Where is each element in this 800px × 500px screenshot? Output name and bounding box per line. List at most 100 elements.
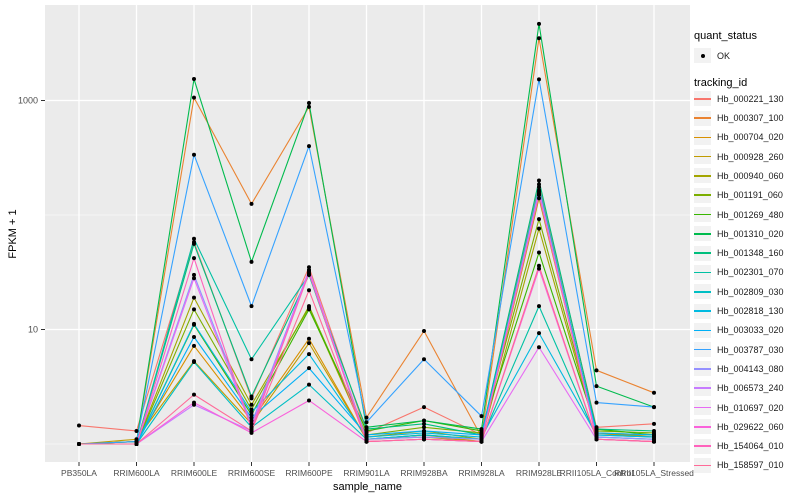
- legend-item-Hb_010697_020: Hb_010697_020: [694, 398, 800, 417]
- data-point: [537, 77, 541, 82]
- data-point: [364, 432, 369, 437]
- legend-item-Hb_003033_020: Hb_003033_020: [694, 321, 800, 340]
- x-tick-label: RRIM928LE: [516, 468, 563, 478]
- legend-item-label: Hb_003787_030: [717, 344, 784, 355]
- x-tick-label: RRII105LA_Control: [560, 468, 634, 478]
- data-point: [652, 421, 656, 426]
- legend-item-Hb_029622_060: Hb_029622_060: [694, 417, 800, 436]
- legend-title-tracking-id: tracking_id: [694, 77, 748, 89]
- legend-item-label: Hb_158597_010: [717, 460, 784, 471]
- x-tick-label: RRIM928LA: [458, 468, 505, 478]
- legend-line-swatch: [694, 290, 711, 293]
- legend-item-label: Hb_001310_020: [717, 228, 784, 239]
- legend-line-swatch: [694, 426, 711, 428]
- data-point: [249, 259, 254, 264]
- panel-background: [45, 5, 690, 462]
- data-point: [307, 366, 311, 371]
- data-point: [307, 398, 311, 403]
- data-point: [192, 334, 196, 339]
- data-point: [537, 185, 541, 190]
- data-point: [537, 36, 541, 41]
- data-point: [249, 402, 254, 407]
- data-point: [537, 196, 541, 201]
- data-point: [192, 276, 196, 281]
- data-point: [307, 382, 311, 387]
- data-point: [537, 217, 541, 222]
- legend-key-box: [694, 457, 711, 473]
- data-point: [192, 360, 196, 365]
- ok-point-icon: [700, 53, 705, 58]
- data-point: [249, 201, 254, 206]
- data-point: [537, 182, 541, 187]
- data-point: [537, 263, 541, 268]
- legend-key-box: [694, 207, 711, 223]
- legend-item-Hb_001269_480: Hb_001269_480: [694, 205, 800, 224]
- data-point: [422, 428, 426, 433]
- data-point: [537, 250, 541, 255]
- data-point: [307, 101, 311, 106]
- data-point: [77, 423, 81, 428]
- legend-line-swatch: [694, 252, 711, 254]
- legend-item-label: Hb_001269_480: [717, 209, 784, 220]
- legend-line-swatch: [694, 155, 711, 158]
- legend-item-Hb_000928_260: Hb_000928_260: [694, 147, 800, 166]
- data-point: [192, 307, 196, 312]
- data-point: [479, 439, 484, 444]
- data-point: [537, 345, 541, 350]
- legend-item-label: Hb_002301_070: [717, 267, 784, 278]
- legend-item-Hb_006573_240: Hb_006573_240: [694, 379, 800, 398]
- x-tick-label: PB350LA: [61, 468, 97, 478]
- x-tick-label: RRIM600SE: [228, 468, 276, 478]
- legend-line-swatch: [694, 310, 711, 312]
- legend-item-label: Hb_001191_060: [717, 190, 783, 201]
- data-point: [479, 427, 484, 432]
- x-tick-label: RRIM928BA: [400, 468, 448, 478]
- data-point: [537, 192, 541, 197]
- data-point: [192, 77, 196, 82]
- data-point: [537, 266, 541, 271]
- data-point: [537, 304, 541, 309]
- data-point: [652, 428, 656, 433]
- legend-line-swatch: [694, 194, 711, 197]
- legend-key-box: [694, 226, 711, 242]
- data-point: [652, 439, 656, 444]
- legend-key-box: [694, 419, 711, 435]
- legend-item-Hb_000307_100: Hb_000307_100: [694, 109, 800, 128]
- legend-item-label: Hb_003033_020: [717, 325, 784, 336]
- legend-key-box: [694, 303, 711, 319]
- data-point: [249, 421, 254, 426]
- legend-item-Hb_158597_010: Hb_158597_010: [694, 456, 800, 475]
- legend-item-label: Hb_004143_080: [717, 363, 784, 374]
- data-point: [192, 321, 196, 326]
- legend-line-swatch: [694, 464, 711, 467]
- legend-item-Hb_002809_030: Hb_002809_030: [694, 282, 800, 301]
- data-point: [192, 272, 196, 277]
- legend-key-box: [694, 400, 711, 416]
- legend-item-Hb_001191_060: Hb_001191_060: [694, 186, 800, 205]
- legend-key-box: [694, 245, 711, 261]
- legend-item-Hb_004143_080: Hb_004143_080: [694, 359, 800, 378]
- legend-line-swatch: [694, 387, 711, 390]
- legend-item-label: Hb_002818_130: [717, 306, 784, 317]
- data-point: [652, 405, 656, 410]
- legend-line-swatch: [694, 271, 711, 274]
- data-point: [192, 152, 196, 157]
- data-point: [249, 304, 254, 309]
- data-point: [422, 329, 426, 334]
- legend-key-box: [694, 149, 711, 165]
- legend-key-box: [694, 322, 711, 338]
- legend-item-label: Hb_000704_020: [717, 132, 784, 143]
- data-point: [249, 410, 254, 415]
- data-point: [77, 442, 81, 446]
- legend-item-label: Hb_001348_160: [717, 248, 784, 259]
- legend-item-ok: OK: [694, 46, 800, 65]
- data-point: [594, 427, 599, 432]
- x-tick-label: RRII105LA_Stressed: [614, 468, 694, 478]
- legend-key-box: [694, 48, 711, 63]
- data-point: [479, 432, 484, 437]
- data-point: [307, 104, 311, 109]
- legend-line-swatch: [694, 348, 711, 351]
- legend-item-Hb_001348_160: Hb_001348_160: [694, 244, 800, 263]
- legend-key-box: [694, 438, 711, 454]
